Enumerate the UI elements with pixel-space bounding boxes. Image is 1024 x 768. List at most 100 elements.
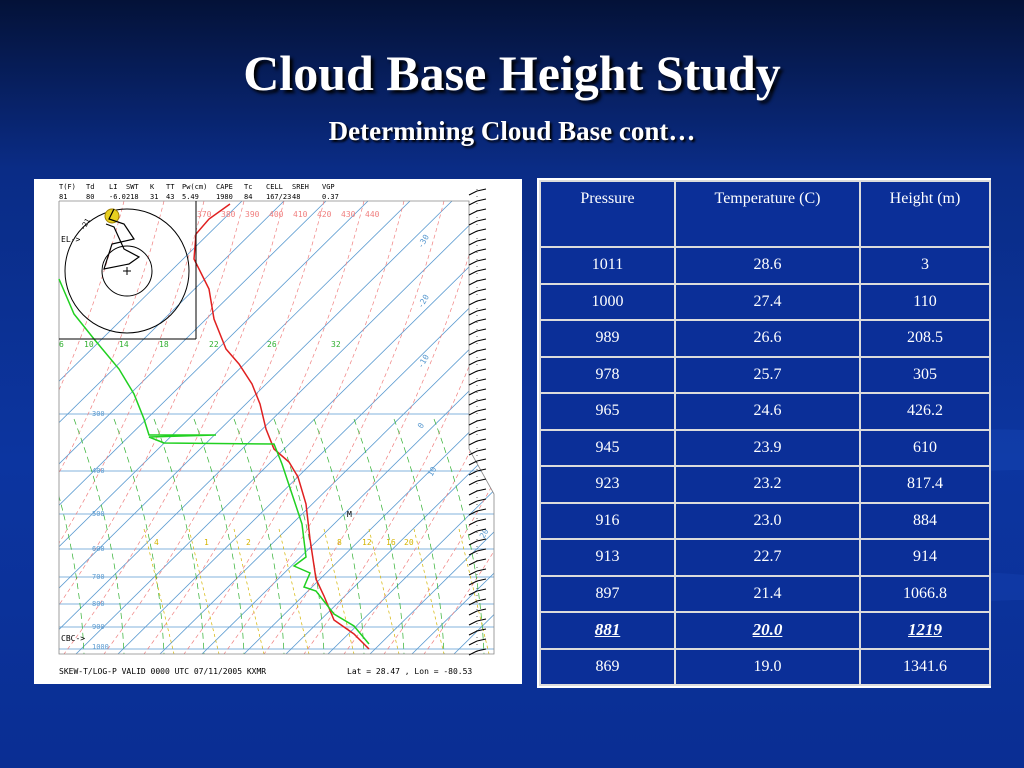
wind-barb-flag [476,598,487,602]
header-height: Height (m) [859,180,991,248]
index-header: CAPE [216,183,233,191]
isotherm-line [59,201,494,654]
moist-adiabat-line [273,418,325,654]
slide-title: Cloud Base Height Study [243,45,781,101]
table-row: 913 22.7 914 [539,538,991,577]
isotherm-line [59,201,327,654]
wind-barb-flag [476,338,487,342]
sounding-footer: SKEW-T/LOG-P VALID 0000 UTC 07/11/2005 K… [59,667,266,676]
temperature-cell: 22.7 [674,538,861,577]
wind-barb-flag [476,428,487,432]
table-row: 945 23.9 610 [539,428,991,467]
wind-barb [468,320,478,326]
wind-barb [468,580,478,586]
wind-barb [468,620,478,626]
slide-subtitle: Determining Cloud Base cont… [328,116,696,146]
wind-barb-flag [476,228,487,232]
wind-barb-flag [476,538,487,542]
wind-barb [468,190,478,196]
wind-barb [468,300,478,306]
wind-barb-flag [476,468,487,472]
wind-barb-flag [476,608,487,612]
index-header: K [150,183,155,191]
wind-barb-flag [476,628,487,632]
wind-barb [468,210,478,216]
isotherm-line [327,201,494,654]
wind-barb-flag [476,198,487,202]
mixing-ratio-line [188,528,220,654]
table-row: 989 26.6 208.5 [539,319,991,358]
wind-barb [468,570,478,576]
table-row: 1011 28.6 3 [539,246,991,285]
wind-barb [468,480,478,486]
lower-grid-label: 4 [154,538,159,547]
header-temperature: Temperature (C) [674,180,861,248]
dry-adiabat-line [59,201,125,654]
moist-adiabat-line [153,418,205,654]
dry-adiabat-line [103,201,325,654]
wind-barb [468,400,478,406]
wind-barbs [468,188,487,656]
lower-grid-label: 12 [362,538,372,547]
isotherm-label: -30 [416,233,431,250]
wind-barb [468,350,478,356]
lower-grid-label: 1 [204,538,209,547]
wind-barb-flag [476,208,487,212]
mixing-ratio-label: 26 [267,340,277,349]
table-row: 1000 27.4 110 [539,282,991,321]
wind-barb [468,340,478,346]
pressure-cell: 1000 [539,282,676,321]
pressure-label: 800 [92,600,105,608]
pressure-label: 1000 [92,643,109,651]
mixing-ratio-label: 14 [119,340,129,349]
wind-barb-flag [476,248,487,252]
wind-barb [468,520,478,526]
height-cell: 610 [859,428,991,467]
wind-barb-flag [476,478,487,482]
wind-barb-flag [476,438,487,442]
wind-barb [468,460,478,466]
wind-barb-flag [476,518,487,522]
wind-barb-flag [476,188,487,192]
temperature-cell: 26.6 [674,319,861,358]
dry-adiabat-line [343,201,494,654]
isotherm-line [201,201,494,654]
m-marker-label: M [347,510,352,519]
pressure-cell: 923 [539,465,676,504]
wind-barb-flag [476,638,487,642]
pressure-cell: 916 [539,501,676,540]
isotherm-line [59,201,369,654]
wind-barb-flag [476,258,487,262]
header-pressure: Pressure [539,180,676,248]
moist-adiabat-line [353,418,405,654]
dry-adiabat-line [263,201,485,654]
hodograph-trace [103,208,141,270]
mixing-ratio-line [368,528,400,654]
isotherm-line [453,201,494,654]
index-header: T(F) [59,183,76,191]
mixing-ratio-line [413,528,445,654]
hodograph-inner-ring [101,245,153,297]
plot-outline [58,200,495,655]
index-value: 80 [86,193,94,201]
wind-barb [468,360,478,366]
index-value: 5.49 [182,193,199,201]
wind-barb [468,390,478,396]
table-row: 978 25.7 305 [539,355,991,394]
index-header: LI [109,183,117,191]
wind-barb [468,290,478,296]
dry-adiabat-line [303,201,494,654]
height-cell: 110 [859,282,991,321]
index-header: CELL [266,183,283,191]
isotherm-line [369,201,494,654]
pressure-label: 400 [92,467,105,475]
temperature-cell: 27.4 [674,282,861,321]
height-cell: 817.4 [859,465,991,504]
wind-barb-flag [476,308,487,312]
isotherm-line [59,201,285,654]
wind-barb-flag [476,358,487,362]
wind-barb-flag [476,568,487,572]
dry-adiabat-line [63,201,285,654]
index-header: Td [86,183,94,191]
index-header: Tc [244,183,252,191]
